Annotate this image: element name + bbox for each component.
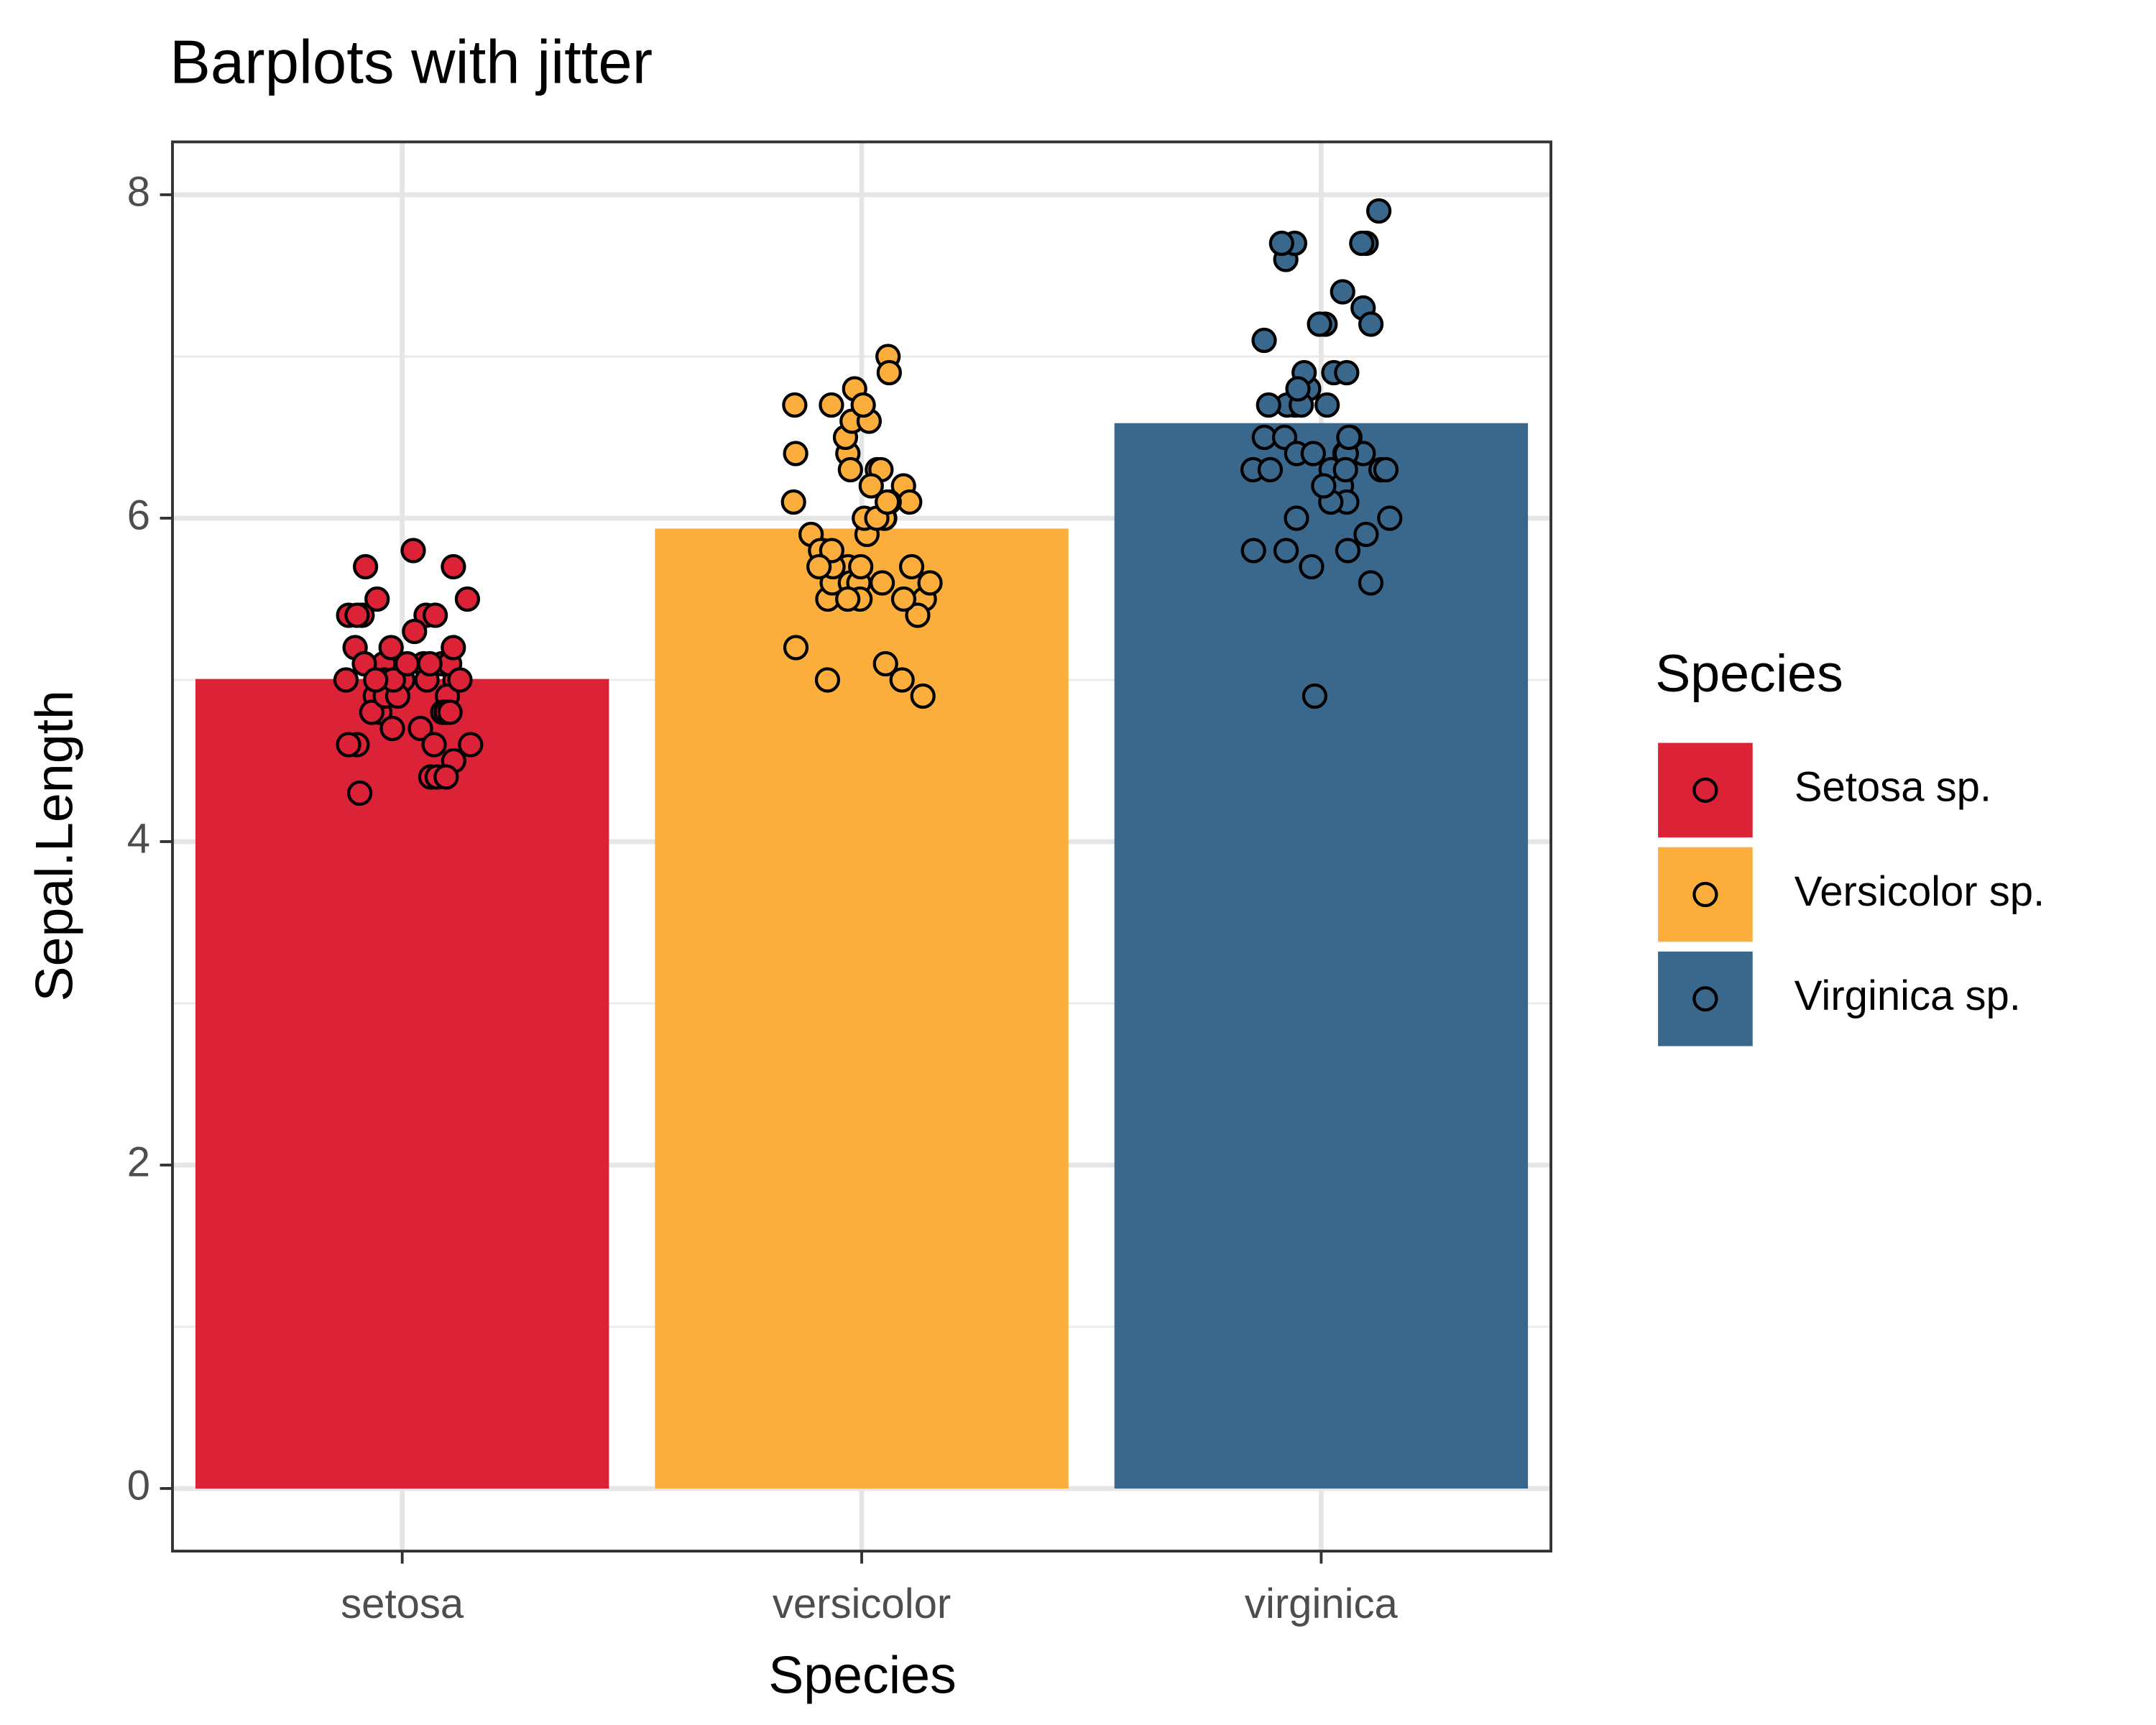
jitter-point: [897, 489, 923, 515]
jitter-point: [819, 538, 844, 564]
jitter-point: [394, 650, 420, 677]
jitter-point: [783, 635, 809, 661]
jitter-point: [1365, 198, 1392, 224]
jitter-point: [1314, 392, 1340, 418]
jitter-point: [1336, 424, 1362, 451]
jitter-point: [806, 553, 832, 580]
legend-label: Setosa sp.: [1795, 764, 1991, 811]
panel-border: [171, 140, 1552, 1552]
y-tick-label: 2: [127, 1138, 150, 1185]
jitter-point: [837, 456, 863, 483]
jitter-point: [1358, 311, 1384, 337]
legend-label: Virginica sp.: [1795, 972, 2021, 1019]
jitter-point: [1284, 505, 1309, 531]
jitter-point: [1349, 230, 1375, 257]
jitter-point: [1299, 553, 1325, 580]
jitter-point: [1358, 570, 1384, 596]
jitter-point: [889, 667, 915, 693]
legend-title: Species: [1655, 643, 1843, 703]
jitter-point: [876, 359, 902, 386]
jitter-point: [378, 635, 404, 661]
jitter-point: [780, 489, 806, 515]
jitter-point: [1353, 521, 1379, 548]
legend-point: [1692, 986, 1718, 1012]
jitter-point: [1334, 359, 1360, 386]
jitter-point: [352, 553, 379, 580]
y-axis-title: Sepal.Length: [24, 690, 84, 1001]
jitter-point: [890, 586, 917, 612]
jitter-point: [1300, 441, 1326, 466]
jitter-point: [1330, 279, 1355, 305]
jitter-point: [819, 392, 844, 418]
jitter-point: [872, 650, 898, 677]
jitter-point: [1302, 683, 1328, 709]
jitter-point: [1273, 538, 1299, 564]
jitter-point: [869, 570, 895, 596]
y-tick-label: 6: [127, 492, 150, 538]
bar: [1114, 423, 1529, 1489]
jitter-point: [458, 732, 484, 758]
jitter-point: [359, 699, 384, 725]
bar: [195, 678, 609, 1489]
jitter-point: [437, 699, 463, 725]
jitter-point: [433, 764, 459, 790]
jitter-point: [1257, 456, 1284, 483]
jitter-point: [875, 489, 900, 515]
jitter-point: [336, 732, 361, 758]
jitter-point: [1377, 505, 1403, 531]
jitter-point: [814, 667, 841, 693]
jitter-point: [850, 392, 876, 418]
jitter-point: [1240, 538, 1266, 564]
legend-label: Versicolor sp.: [1795, 868, 2045, 915]
jitter-point: [441, 553, 466, 580]
x-tick-label: setosa: [341, 1581, 464, 1627]
jitter-point: [407, 715, 433, 742]
jitter-point: [848, 553, 874, 580]
jitter-point: [917, 570, 943, 596]
jitter-point: [1256, 392, 1281, 418]
jitter-point: [417, 650, 443, 677]
jitter-point: [835, 586, 861, 612]
jitter-point: [783, 441, 808, 466]
jitter-point: [421, 732, 447, 758]
jitter-point: [441, 635, 466, 661]
jitter-point: [1307, 311, 1332, 337]
x-tick-label: virginica: [1245, 1581, 1399, 1627]
jitter-point: [422, 602, 448, 628]
jitter-point: [898, 553, 925, 580]
y-tick-label: 8: [127, 168, 150, 215]
jitter-point: [379, 715, 405, 742]
jitter-point: [1373, 456, 1399, 483]
jitter-point: [1251, 327, 1277, 354]
jitter-point: [1332, 456, 1358, 483]
jitter-point: [363, 667, 389, 693]
jitter-point: [1335, 538, 1361, 564]
jitter-point: [905, 602, 931, 628]
jitter-point: [447, 667, 473, 693]
jitter-point: [858, 473, 884, 499]
jitter-point: [910, 683, 936, 709]
jitter-point: [333, 667, 359, 693]
jitter-point: [347, 780, 373, 806]
jitter-point: [1285, 376, 1311, 402]
y-tick-label: 4: [127, 815, 150, 862]
jitter-point: [364, 586, 390, 612]
jitter-point: [344, 602, 370, 628]
x-tick-label: versicolor: [773, 1581, 951, 1627]
jitter-point: [1311, 473, 1337, 499]
y-tick-label: 0: [127, 1462, 150, 1509]
jitter-point: [782, 392, 808, 418]
x-axis-title: Species: [768, 1645, 957, 1705]
legend-point: [1692, 881, 1718, 908]
jitter-point: [400, 538, 426, 564]
chart-title: Barplots with jitter: [170, 28, 653, 96]
jitter-point: [454, 586, 481, 612]
legend-point: [1692, 777, 1718, 803]
jitter-point: [1268, 230, 1294, 257]
bar: [655, 528, 1069, 1489]
jitter-point: [402, 618, 428, 645]
